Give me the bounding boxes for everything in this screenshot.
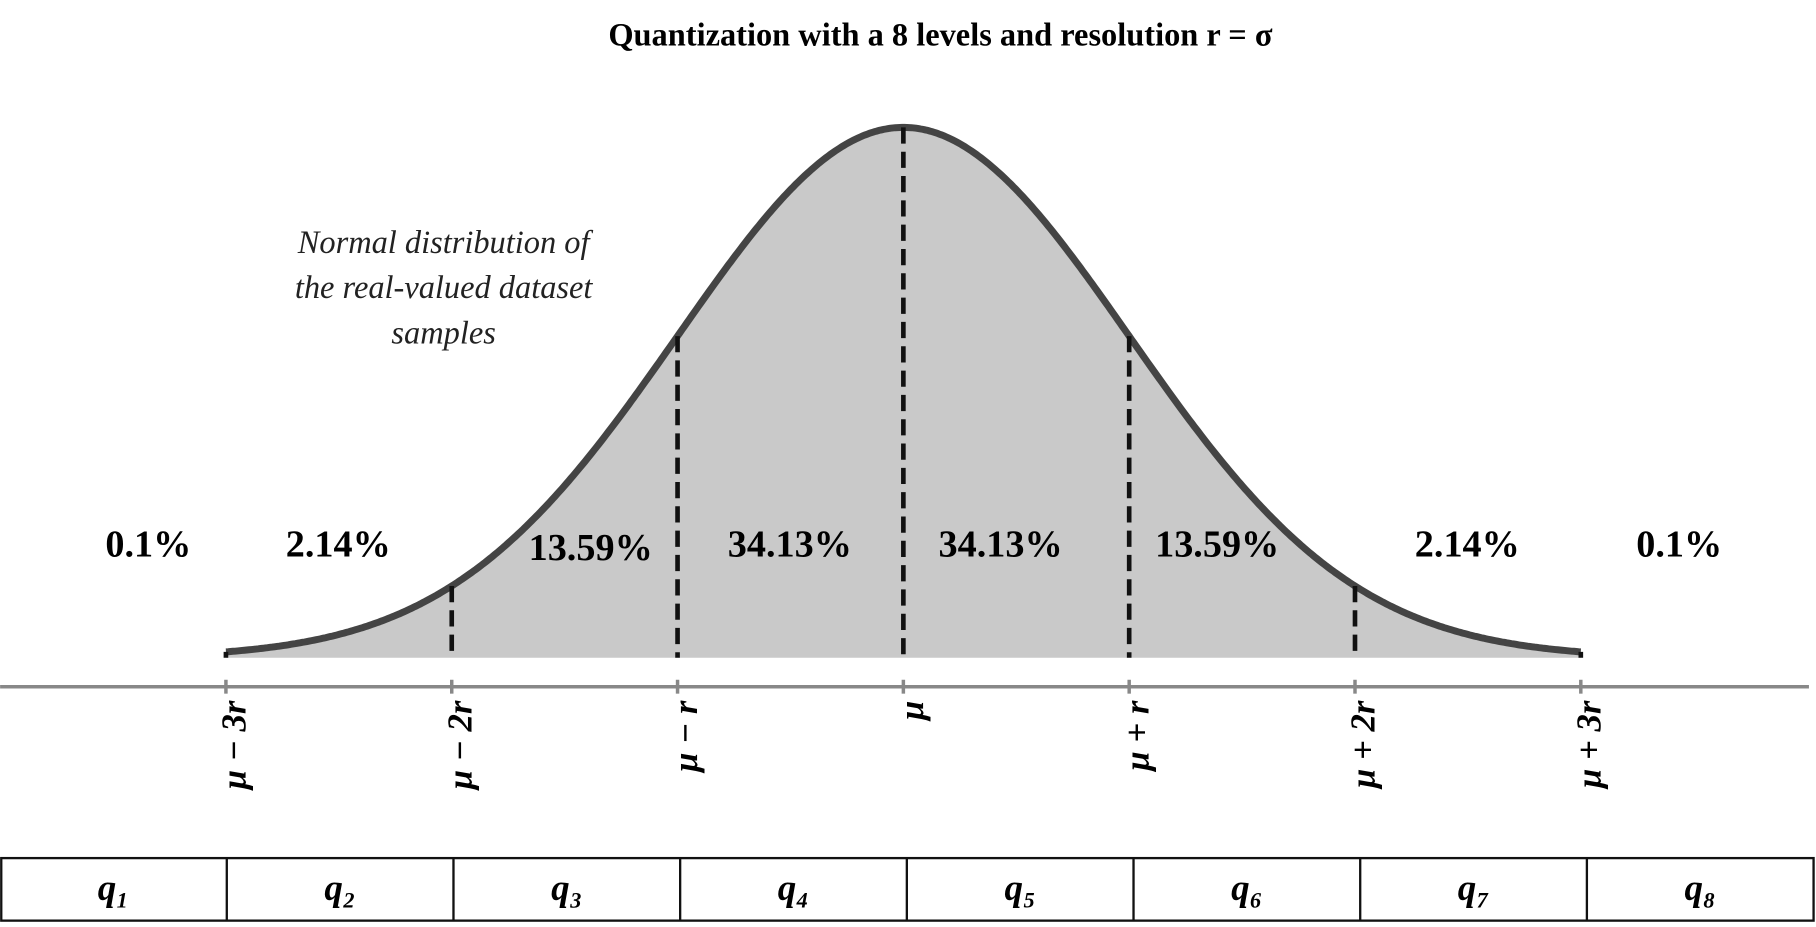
axis-label: μ: [892, 701, 931, 722]
level-label: q₁: [98, 868, 129, 909]
level-label: q₅: [1004, 868, 1035, 909]
axis-label: μ − 3r: [214, 700, 253, 791]
region-percent: 0.1%: [105, 524, 191, 566]
axis-label: μ + 3r: [1569, 700, 1608, 790]
region-percent: 34.13%: [939, 524, 1063, 566]
region-percent: 0.1%: [1636, 524, 1722, 566]
axis-label: μ + 2r: [1344, 700, 1383, 790]
level-label: q₃: [551, 868, 582, 909]
axis-label: μ + r: [1118, 700, 1157, 772]
region-percent: 2.14%: [286, 524, 391, 566]
level-label: q₈: [1685, 868, 1716, 909]
title: Quantization with a 8 levels and resolut…: [608, 18, 1273, 54]
annotation: the real-valued dataset: [295, 270, 594, 306]
region-percent: 2.14%: [1415, 524, 1520, 566]
level-label: q₂: [324, 868, 355, 909]
annotation: samples: [391, 315, 495, 351]
axis-label: μ − 2r: [440, 700, 479, 791]
region-percent: 34.13%: [728, 524, 852, 566]
curve-fill: [225, 127, 1581, 658]
axis-label: μ − r: [666, 700, 705, 774]
annotation: Normal distribution of: [297, 225, 594, 261]
level-label: q₇: [1458, 868, 1490, 909]
region-percent: 13.59%: [1155, 524, 1279, 566]
region-percent: 13.59%: [529, 527, 653, 569]
level-label: q₆: [1231, 868, 1262, 909]
level-label: q₄: [778, 868, 809, 909]
